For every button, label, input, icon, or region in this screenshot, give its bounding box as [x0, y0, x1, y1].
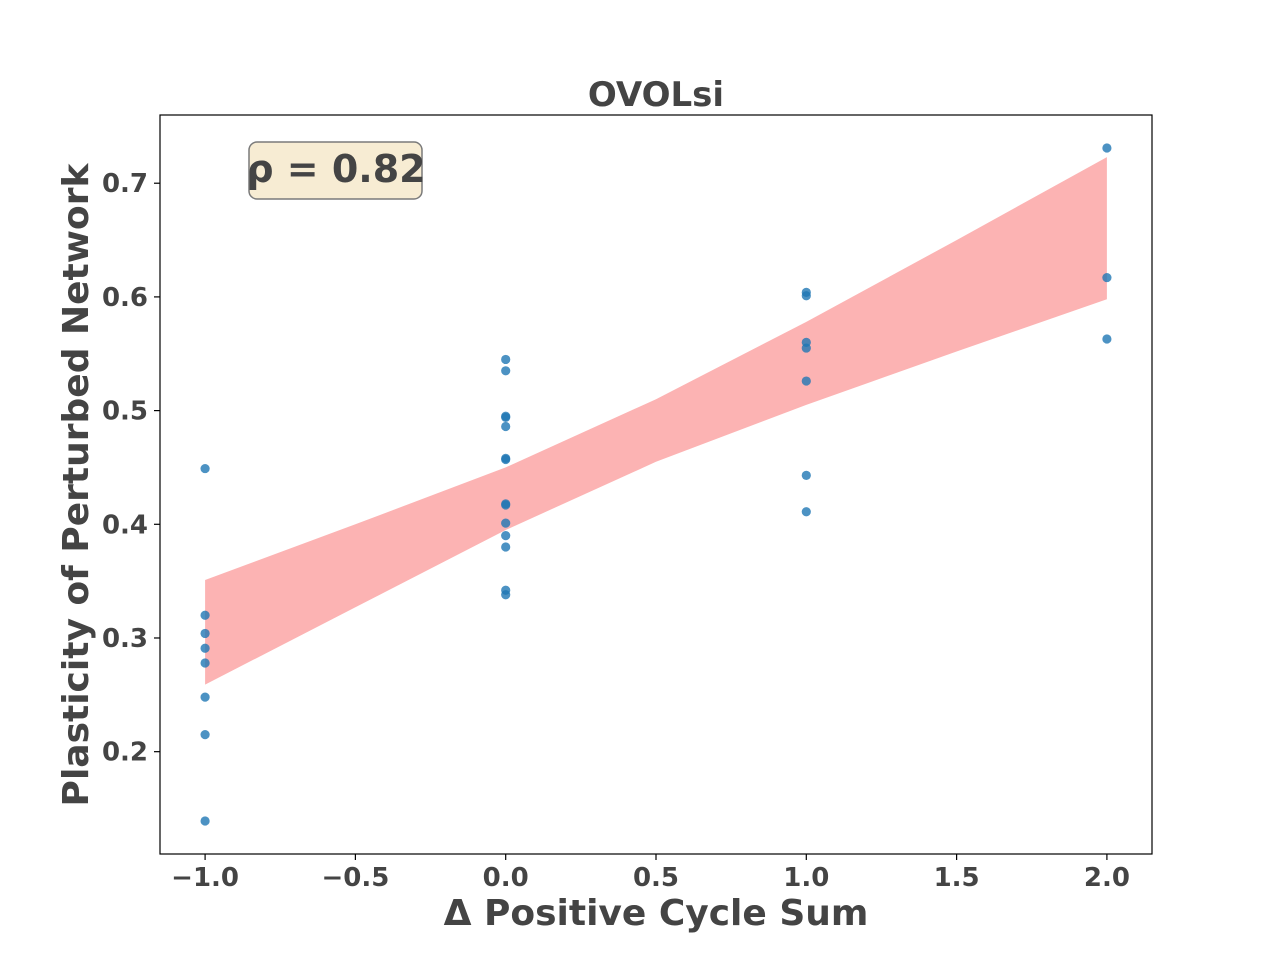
data-points	[200, 143, 1112, 826]
y-tick-label: 0.4	[102, 510, 148, 540]
x-axis: −1.0 −0.5 0.0 0.5 1.0 1.5 2.0	[171, 854, 1130, 893]
data-point	[801, 470, 811, 481]
y-axis: 0.2 0.3 0.4 0.5 0.6 0.7	[102, 169, 160, 768]
annotation-box	[248, 141, 423, 200]
x-tick-label: 1.0	[783, 863, 829, 893]
x-tick-label: 2.0	[1084, 863, 1130, 893]
data-point	[801, 291, 811, 301]
data-point	[200, 610, 210, 620]
x-tick-label: −0.5	[321, 863, 389, 893]
data-point	[501, 518, 511, 528]
data-point	[200, 463, 210, 474]
x-tick-label: 0.0	[483, 863, 529, 893]
data-point	[801, 343, 811, 353]
data-point	[501, 542, 511, 552]
data-point	[200, 643, 210, 653]
y-tick-label: 0.2	[102, 738, 148, 768]
correlation-value: ρ = 0.82	[246, 147, 425, 191]
data-point	[501, 421, 511, 432]
data-point	[501, 412, 511, 423]
data-point	[200, 692, 210, 702]
x-tick-label: −1.0	[171, 863, 239, 893]
y-axis-label: Plasticity of Perturbed Network	[56, 163, 97, 807]
data-point	[200, 628, 210, 639]
data-point	[200, 730, 210, 740]
data-point	[801, 507, 811, 517]
x-axis-label: Δ Positive Cycle Sum	[444, 893, 869, 934]
data-point	[1102, 334, 1112, 344]
data-point	[1102, 143, 1112, 153]
data-point	[801, 376, 811, 386]
data-point	[200, 658, 210, 668]
data-point	[501, 500, 511, 510]
y-tick-label: 0.7	[102, 169, 148, 199]
data-point	[501, 590, 511, 600]
y-tick-label: 0.5	[102, 397, 148, 427]
data-point	[1102, 272, 1112, 283]
y-tick-label: 0.6	[102, 283, 148, 313]
chart-title: OVOLsi	[588, 75, 724, 115]
x-tick-label: 0.5	[633, 863, 679, 893]
data-point	[200, 816, 210, 826]
x-tick-label: 1.5	[934, 863, 980, 893]
confidence-band	[205, 157, 1107, 685]
data-point	[501, 366, 511, 376]
correlation-annotation: ρ = 0.82	[246, 141, 426, 200]
data-point	[501, 531, 511, 541]
y-tick-label: 0.3	[102, 624, 148, 654]
data-point	[501, 454, 511, 465]
data-point	[501, 354, 511, 365]
